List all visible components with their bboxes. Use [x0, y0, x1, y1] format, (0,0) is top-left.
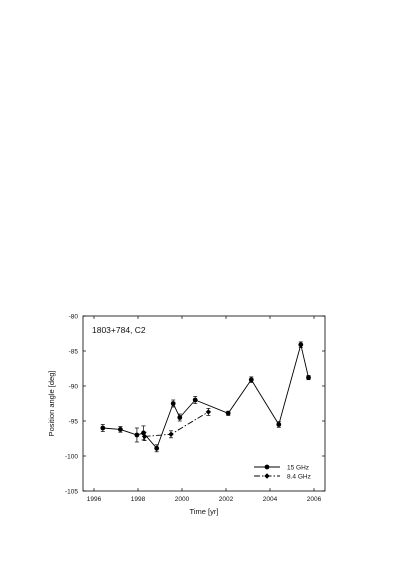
data-point — [168, 431, 174, 437]
series-line — [102, 344, 309, 450]
data-point — [141, 433, 148, 440]
data-point — [177, 415, 183, 420]
plot-frame — [82, 315, 326, 492]
data-point — [154, 445, 160, 451]
legend-marker-8ghz — [264, 473, 270, 479]
series-0 — [100, 341, 311, 453]
x-axis-ticks: 1996 1998 2000 2002 2004 2006 — [87, 316, 322, 503]
legend: 15 GHz 8.4 GHz — [254, 465, 311, 481]
y-tick-label: -95 — [69, 418, 79, 425]
x-axis-title: Time [yr] — [190, 507, 219, 516]
y-tick-label: -90 — [69, 383, 79, 390]
x-tick-label: 2000 — [175, 496, 190, 503]
data-point — [276, 422, 282, 427]
data-point — [298, 342, 304, 348]
data-point — [248, 377, 254, 383]
data-point — [118, 427, 123, 432]
x-tick-label: 2002 — [219, 496, 234, 503]
legend-label-8ghz: 8.4 GHz — [287, 474, 311, 481]
y-tick-label: -80 — [69, 313, 79, 320]
y-axis-title: Position angle [deg] — [47, 371, 56, 437]
data-point — [100, 425, 106, 431]
data-point — [306, 375, 311, 380]
y-tick-label: -100 — [65, 453, 78, 460]
series-1 — [141, 408, 212, 441]
data-point — [205, 409, 212, 415]
x-tick-label: 2004 — [263, 496, 278, 503]
x-tick-label: 2006 — [307, 496, 322, 503]
x-tick-label: 1998 — [131, 496, 146, 503]
data-point — [170, 401, 176, 406]
data-point — [225, 410, 231, 416]
legend-label-15ghz: 15 GHz — [287, 465, 309, 472]
x-tick-label: 1996 — [87, 496, 102, 503]
series-line — [144, 411, 209, 437]
y-axis-ticks: -80 -85 -90 -95 -100 -105 — [65, 313, 325, 495]
y-tick-label: -85 — [69, 348, 79, 355]
data-point — [192, 397, 198, 403]
series-layer — [100, 341, 311, 453]
legend-marker-15ghz — [264, 464, 270, 470]
y-tick-label: -105 — [65, 488, 78, 495]
data-point — [134, 432, 140, 438]
chart-annotation: 1803+784, C2 — [92, 325, 146, 335]
